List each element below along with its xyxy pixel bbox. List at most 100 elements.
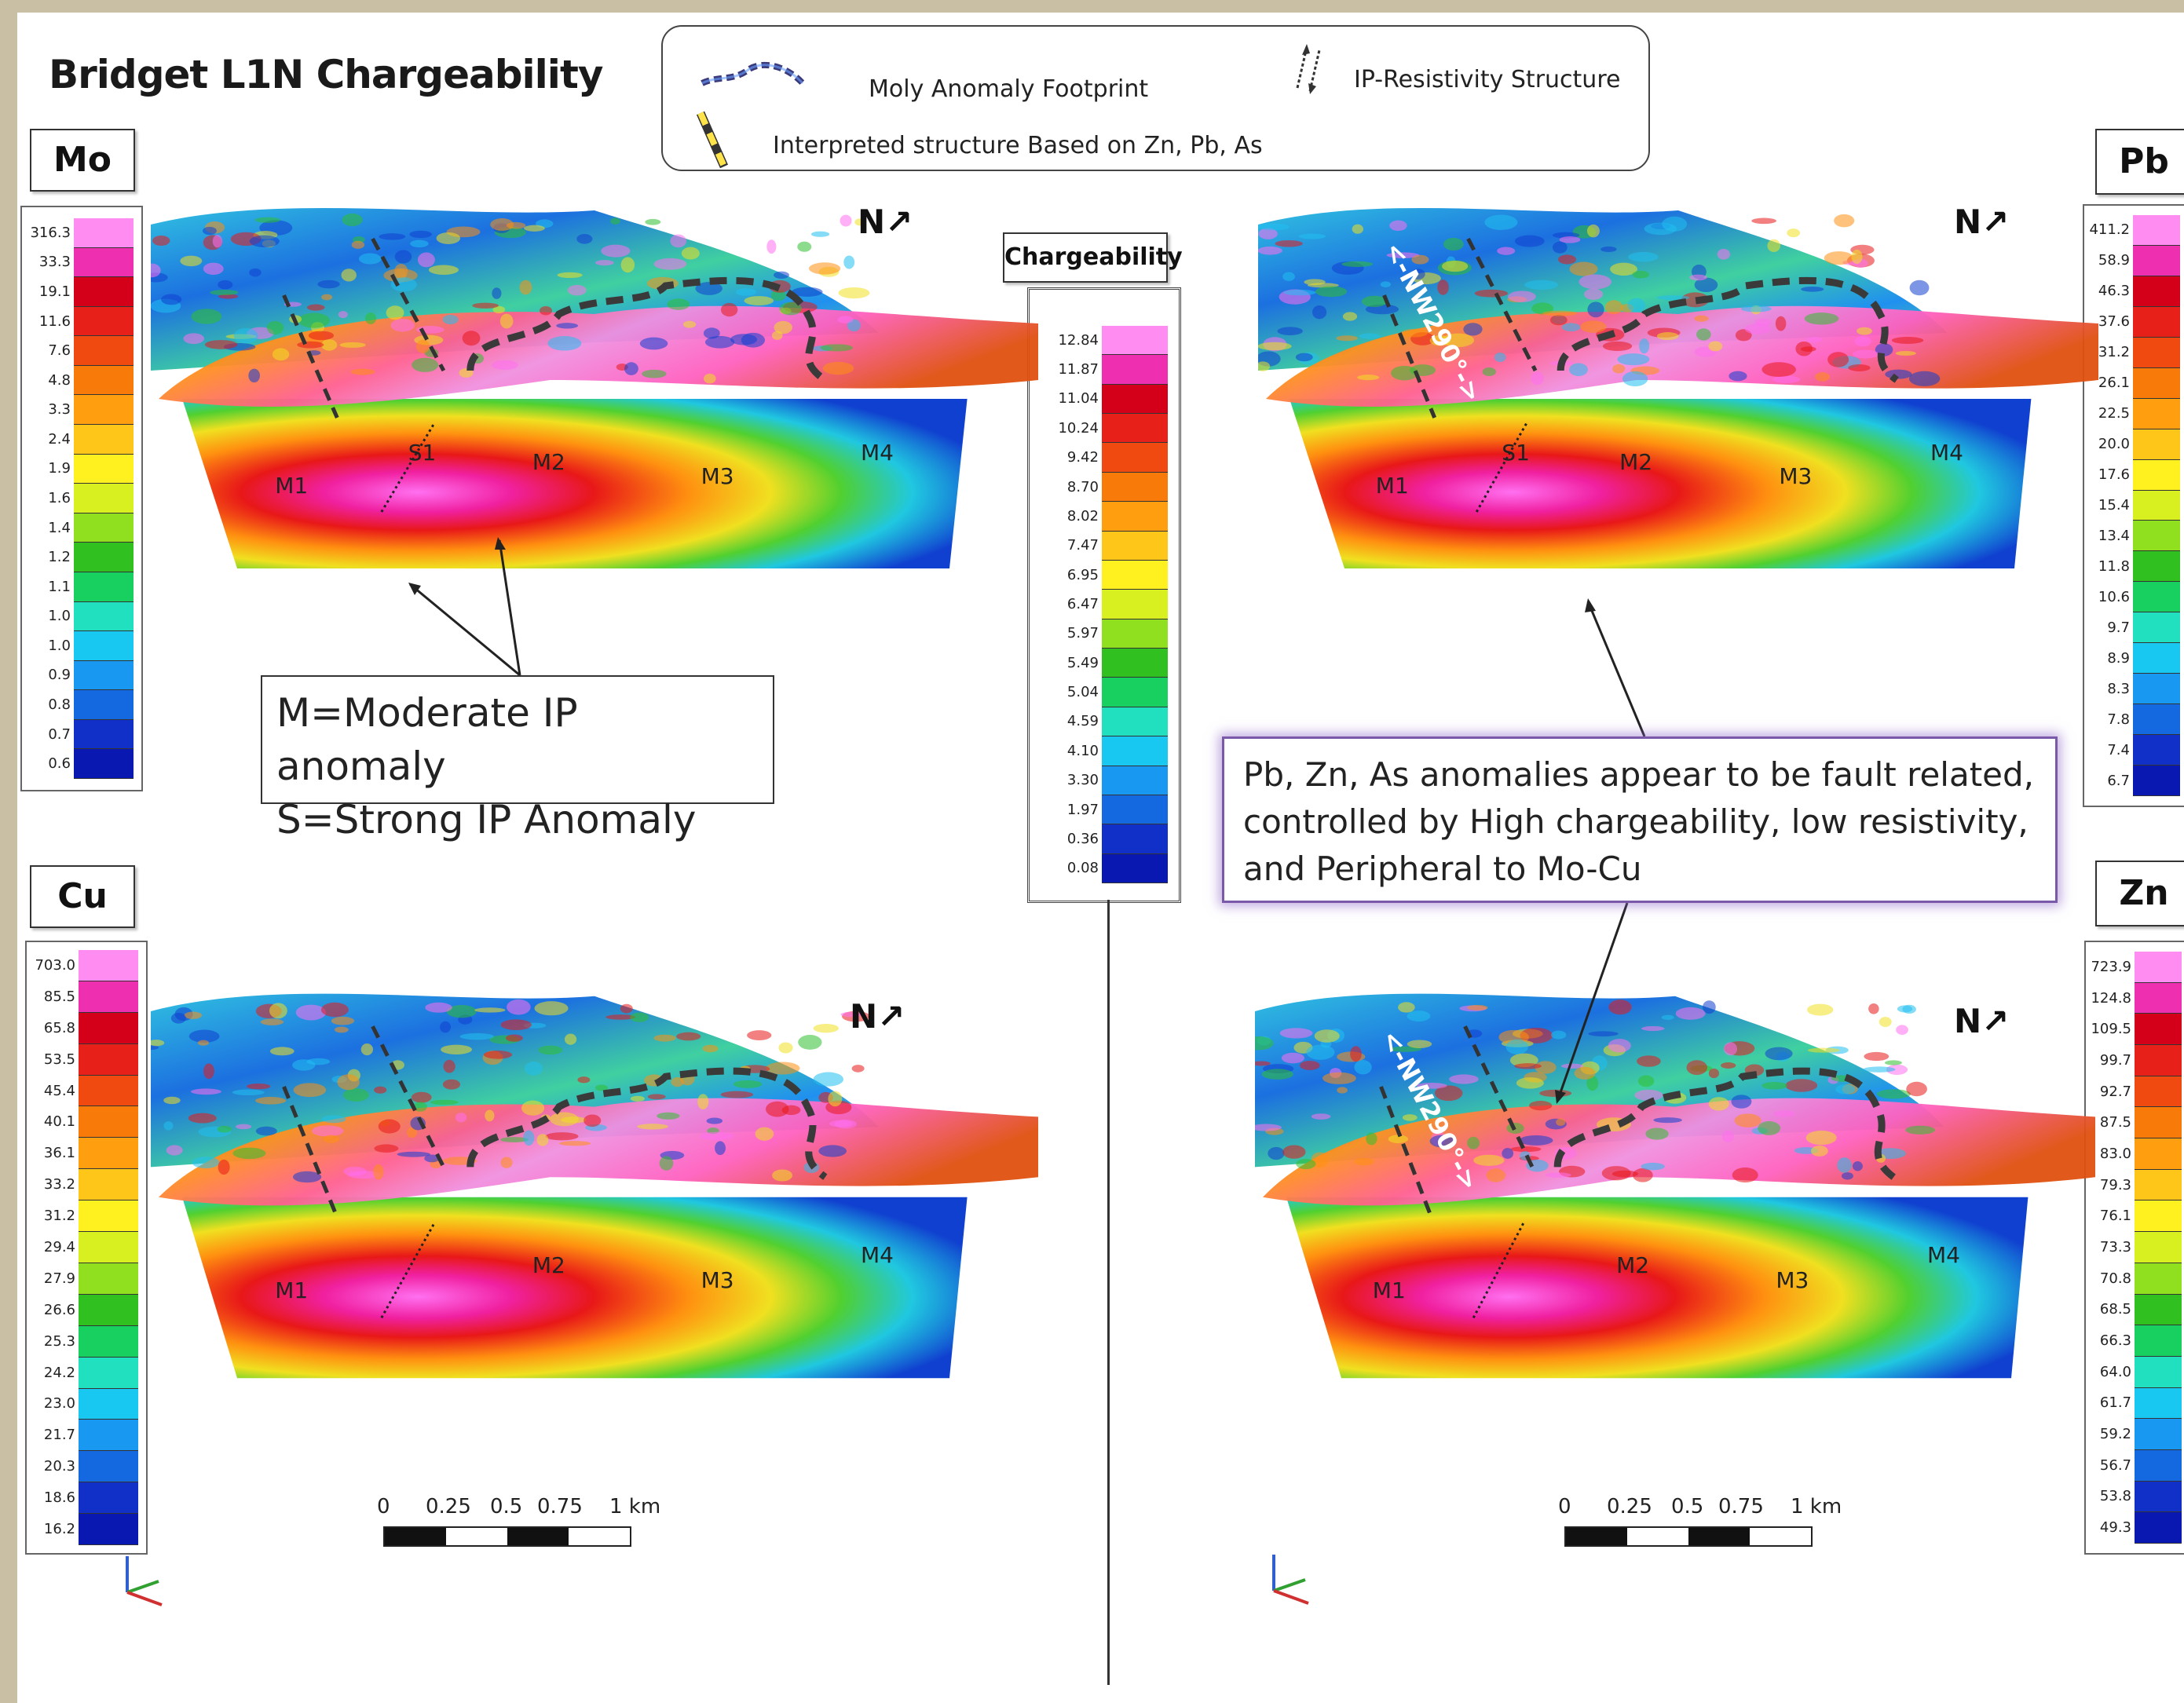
texture-speckle	[321, 339, 338, 351]
scale-tick-label: 26.1	[2098, 375, 2130, 392]
texture-speckle	[647, 1094, 666, 1100]
scale-tick-label: 70.8	[2099, 1270, 2131, 1287]
scale-swatch	[79, 950, 138, 981]
texture-speckle	[797, 241, 812, 252]
scale-swatch	[2135, 1512, 2182, 1544]
texture-speckle	[1281, 1052, 1305, 1064]
texture-speckle	[1402, 1114, 1418, 1121]
arrow-icon: ↗	[885, 203, 913, 241]
texture-speckle	[417, 252, 435, 268]
north-arrow-mo: N↗	[858, 203, 913, 241]
texture-speckle	[311, 1125, 344, 1137]
scale-swatch	[74, 425, 134, 455]
scale-tick-label: 33.2	[43, 1176, 75, 1193]
scale-tick-label: 11.04	[1058, 390, 1099, 407]
texture-speckle	[605, 1014, 636, 1020]
texture-speckle	[249, 268, 262, 277]
texture-speckle	[492, 360, 518, 371]
texture-speckle	[188, 1029, 220, 1043]
texture-speckle	[1542, 310, 1577, 316]
texture-speckle	[374, 1086, 387, 1094]
texture-speckle	[184, 1011, 203, 1019]
scale-tick-label: 703.0	[35, 956, 75, 974]
texture-speckle	[260, 1018, 284, 1025]
scale-swatch	[74, 660, 134, 691]
scale-swatch	[2133, 367, 2180, 399]
texture-speckle	[840, 214, 852, 227]
scale-tick-label: 6.7	[2107, 772, 2130, 789]
texture-speckle	[1311, 305, 1327, 320]
texture-speckle	[1268, 1146, 1285, 1160]
scale-swatch	[2135, 1169, 2182, 1201]
scale-swatch	[79, 1388, 138, 1420]
scale-tick-label: 79.3	[2099, 1176, 2131, 1193]
texture-speckle	[523, 1130, 535, 1146]
scale-swatch	[1102, 736, 1168, 766]
scale-swatch	[74, 218, 134, 248]
scale-swatch	[79, 1138, 138, 1170]
scale-swatch	[79, 981, 138, 1013]
texture-speckle	[847, 319, 861, 332]
km-label: 0.25	[426, 1495, 471, 1518]
texture-speckle	[1524, 280, 1558, 290]
texture-speckle	[1775, 316, 1787, 331]
north-arrow-zn: N↗	[1954, 1002, 2009, 1040]
scale-tick-label: 6.47	[1066, 596, 1099, 612]
scale-tick-label: 8.70	[1066, 478, 1099, 495]
front-surface	[1263, 1098, 2095, 1206]
scale-swatch	[2133, 245, 2180, 276]
texture-speckle	[351, 240, 365, 249]
scale-swatch	[2133, 337, 2180, 368]
texture-speckle	[1322, 1072, 1356, 1084]
texture-speckle	[1401, 328, 1428, 338]
texture-speckle	[1586, 224, 1600, 238]
texture-speckle	[394, 250, 412, 264]
scale-swatch	[74, 631, 134, 661]
scale-swatch	[74, 365, 134, 396]
texture-speckle	[342, 213, 363, 227]
legend-moly-label: Moly Anomaly Footprint	[869, 75, 1149, 103]
texture-speckle	[1681, 292, 1710, 308]
scale-swatch	[2133, 766, 2180, 796]
scale-swatch	[1102, 619, 1168, 649]
m3-label: M3	[1779, 463, 1812, 489]
scale-swatch	[79, 1357, 138, 1389]
texture-speckle	[1694, 277, 1718, 293]
texture-speckle	[851, 1065, 865, 1073]
texture-speckle	[667, 298, 690, 310]
texture-speckle	[610, 217, 620, 225]
texture-speckle	[166, 1145, 183, 1156]
texture-speckle	[507, 999, 531, 1015]
texture-speckle	[1411, 254, 1429, 265]
texture-speckle	[1852, 1161, 1863, 1171]
north-arrow-pb: N↗	[1954, 203, 2009, 241]
scale-swatch	[1102, 414, 1168, 444]
texture-speckle	[744, 296, 774, 305]
scale-tick-label: 7.4	[2107, 741, 2130, 758]
pb-panel-label: Pb	[2095, 129, 2184, 195]
texture-speckle	[151, 1040, 165, 1047]
texture-speckle	[1514, 1063, 1542, 1069]
scale-swatch	[2133, 551, 2180, 583]
texture-speckle	[321, 294, 333, 301]
callout-strong-text: S=Strong IP Anomaly	[276, 797, 697, 842]
texture-speckle	[1807, 1003, 1834, 1016]
texture-speckle	[247, 1084, 271, 1090]
texture-speckle	[1751, 217, 1776, 225]
scale-swatch	[74, 513, 134, 543]
texture-speckle	[292, 1171, 322, 1183]
scale-tick-label: 0.7	[48, 725, 71, 743]
arrow-icon: ↗	[1981, 1002, 2010, 1040]
scale-swatch	[1102, 560, 1168, 590]
scale-swatch	[79, 1263, 138, 1295]
texture-speckle	[1656, 295, 1690, 301]
scale-tick-label: 0.08	[1066, 860, 1099, 877]
north-label: N	[1954, 1002, 1982, 1040]
texture-speckle	[681, 247, 700, 260]
scale-swatch	[79, 1075, 138, 1107]
texture-speckle	[298, 312, 331, 328]
texture-speckle	[413, 1102, 427, 1112]
texture-speckle	[1552, 241, 1568, 254]
texture-speckle	[1569, 363, 1588, 377]
slide: Bridget L1N Chargeability Moly Anomaly F…	[17, 13, 2184, 1703]
